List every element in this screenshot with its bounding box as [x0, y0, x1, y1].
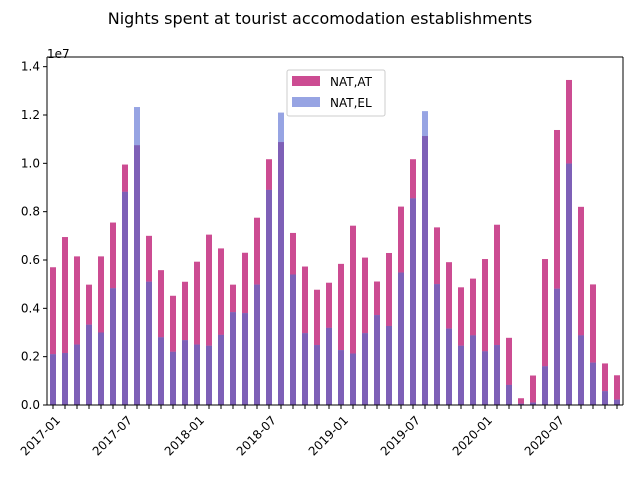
x-tick-label: 2017-07 [90, 413, 135, 458]
x-tick-label: 2019-07 [378, 413, 423, 458]
bar-nat-at [170, 295, 176, 405]
bar-overlap [446, 328, 452, 405]
y-axis-offset-label: 1e7 [47, 47, 70, 61]
bar-overlap [494, 345, 500, 405]
bar-nat-at [62, 237, 68, 405]
bar-overlap [578, 335, 584, 405]
bar-overlap [410, 198, 416, 405]
bar-overlap [122, 191, 128, 405]
bar-overlap [554, 288, 560, 405]
bar-overlap [518, 403, 524, 405]
y-tick-label: 0.0 [21, 398, 40, 412]
x-tick-label: 2018-07 [234, 413, 279, 458]
bar-nat-at [506, 337, 512, 405]
bar-overlap [74, 344, 80, 405]
x-tick-label: 2017-01 [18, 413, 63, 458]
bar-nat-at [206, 234, 212, 405]
bar-overlap [110, 288, 116, 405]
bar-overlap [614, 399, 620, 405]
bar-overlap [194, 344, 200, 405]
bar-nat-at [518, 398, 524, 405]
bar-overlap [314, 345, 320, 405]
bar-nat-at [602, 363, 608, 405]
bar-overlap [362, 333, 368, 405]
bar-nat-at [590, 284, 596, 405]
y-tick-label: 1.4 [21, 60, 40, 74]
bar-nat-at [194, 261, 200, 405]
bar-overlap [482, 351, 488, 405]
bar-overlap [146, 281, 152, 405]
x-axis-ticks: 2017-01 2017-07 2018-01 2018-07 2019-01 2019-… [18, 405, 618, 459]
bar-overlap [422, 136, 428, 405]
bar-nat-at [530, 375, 536, 405]
chart-title: Nights spent at tourist accomodation est… [108, 9, 533, 28]
bar-overlap [62, 353, 68, 405]
bar-overlap [302, 333, 308, 405]
bar-overlap [326, 327, 332, 405]
bar-nat-at [98, 256, 104, 405]
overlap-bars [50, 136, 620, 406]
bar-nat-at [350, 225, 356, 405]
bar-overlap [338, 350, 344, 405]
bar-overlap [50, 354, 56, 405]
bar-overlap [290, 274, 296, 405]
bar-overlap [566, 163, 572, 405]
bar-overlap [254, 284, 260, 405]
x-tick-label: 2020-01 [450, 413, 495, 458]
bar-overlap [434, 284, 440, 405]
y-tick-label: 1.0 [21, 156, 40, 170]
bar-overlap [86, 324, 92, 405]
legend: NAT,AT NAT,EL [286, 69, 386, 117]
bar-nat-at [494, 224, 500, 405]
bar-overlap [266, 189, 272, 405]
legend-swatch-nat-at [292, 76, 320, 86]
bar-overlap [542, 366, 548, 405]
bar-overlap [242, 313, 248, 405]
x-tick-label: 2020-07 [522, 413, 567, 458]
bar-nat-at [362, 257, 368, 405]
bar-overlap [386, 325, 392, 405]
x-tick-label: 2019-01 [306, 413, 351, 458]
bar-nat-at [218, 248, 224, 405]
bar-overlap [230, 312, 236, 405]
bar-overlap [470, 335, 476, 405]
bar-overlap [206, 345, 212, 405]
legend-swatch-nat-el [292, 97, 320, 107]
y-tick-label: 0.8 [21, 205, 40, 219]
bar-overlap [278, 142, 284, 406]
bar-overlap [218, 334, 224, 405]
y-tick-label: 0.4 [21, 301, 40, 315]
legend-label-nat-at: NAT,AT [330, 75, 373, 89]
bar-overlap [158, 337, 164, 405]
bar-nat-at [74, 256, 80, 405]
bar-nat-at [338, 263, 344, 405]
bar-overlap [134, 145, 140, 406]
bar-nat-at [554, 129, 560, 405]
bar-overlap [182, 340, 188, 405]
bar-nat-at [482, 259, 488, 405]
bar-overlap [398, 272, 404, 405]
y-tick-label: 0.2 [21, 350, 40, 364]
bar-overlap [98, 332, 104, 405]
bar-nat-at [542, 259, 548, 405]
bar-overlap [590, 362, 596, 405]
x-tick-label: 2018-01 [162, 413, 207, 458]
bar-overlap [350, 353, 356, 405]
bar-overlap [374, 315, 380, 405]
bar-nat-at [50, 267, 56, 405]
bar-overlap [602, 391, 608, 405]
y-tick-label: 1.2 [21, 108, 40, 122]
y-axis-ticks: 0.0 0.2 0.4 0.6 0.8 1.0 1.2 1.4 [21, 60, 47, 412]
legend-label-nat-el: NAT,EL [330, 96, 372, 110]
bar-overlap [530, 402, 536, 405]
bar-overlap [170, 351, 176, 405]
bar-nat-at [578, 206, 584, 405]
bar-overlap [458, 345, 464, 405]
bar-overlap [506, 384, 512, 405]
bar-nat-at [614, 375, 620, 405]
y-tick-label: 0.6 [21, 253, 40, 267]
